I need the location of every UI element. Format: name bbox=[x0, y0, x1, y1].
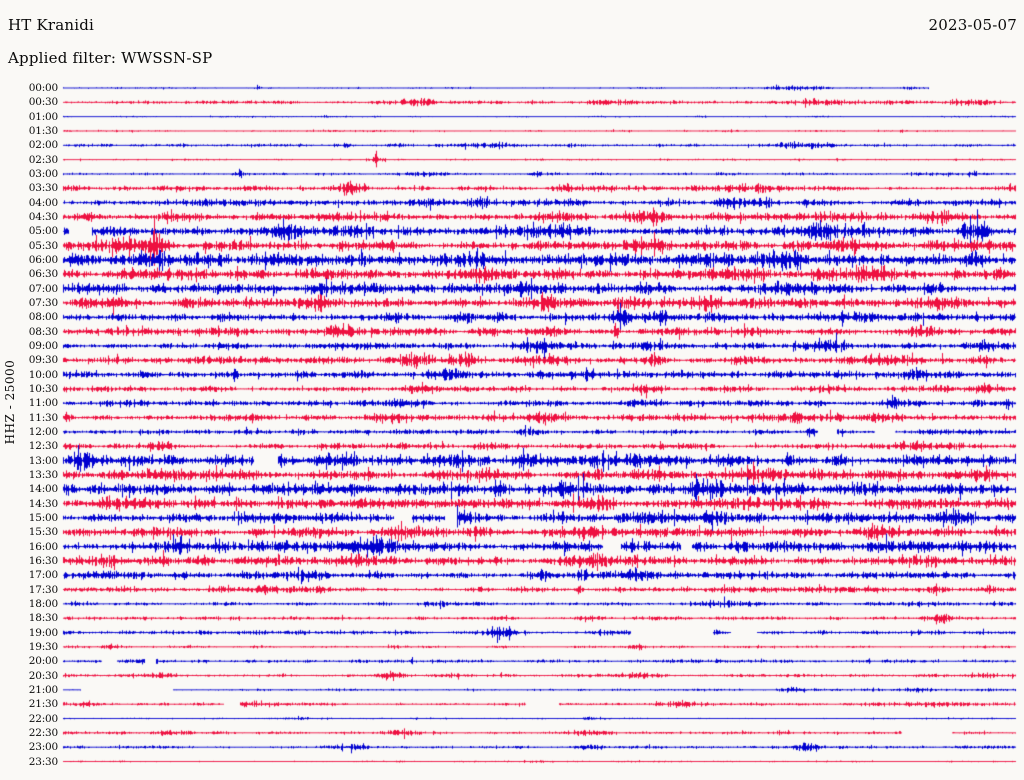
time-label: 21:00 bbox=[28, 683, 58, 696]
time-label: 12:00 bbox=[28, 425, 58, 438]
time-label: 14:00 bbox=[28, 483, 58, 496]
time-label: 06:00 bbox=[28, 253, 58, 266]
time-label: 15:00 bbox=[28, 511, 58, 524]
time-label: 08:00 bbox=[28, 311, 58, 324]
time-label: 01:00 bbox=[28, 110, 58, 123]
time-label: 20:30 bbox=[28, 669, 58, 682]
time-label: 10:30 bbox=[28, 382, 58, 395]
time-label: 10:00 bbox=[28, 368, 58, 381]
time-label: 07:30 bbox=[28, 296, 58, 309]
time-label: 20:00 bbox=[28, 655, 58, 668]
time-label: 13:30 bbox=[28, 468, 58, 481]
time-label: 08:30 bbox=[28, 325, 58, 338]
time-label: 05:30 bbox=[28, 239, 58, 252]
applied-filter-label: Applied filter: WWSSN-SP bbox=[8, 49, 213, 67]
time-label: 13:00 bbox=[28, 454, 58, 467]
station-title: HT Kranidi bbox=[8, 16, 95, 34]
time-label: 19:30 bbox=[28, 640, 58, 653]
time-label: 18:30 bbox=[28, 612, 58, 625]
time-label: 15:30 bbox=[28, 526, 58, 539]
time-label: 00:30 bbox=[28, 96, 58, 109]
time-label: 03:00 bbox=[28, 167, 58, 180]
time-label: 16:30 bbox=[28, 554, 58, 567]
time-label: 21:30 bbox=[28, 698, 58, 711]
time-label: 09:30 bbox=[28, 354, 58, 367]
time-axis-labels: 00:00 00:30 01:00 01:30 02:00 02:30 03:00 03:30… bbox=[0, 0, 60, 780]
time-label: 06:30 bbox=[28, 268, 58, 281]
time-label: 05:00 bbox=[28, 225, 58, 238]
time-label: 22:30 bbox=[28, 726, 58, 739]
time-label: 04:30 bbox=[28, 210, 58, 223]
time-label: 03:30 bbox=[28, 182, 58, 195]
time-label: 00:00 bbox=[28, 82, 58, 94]
time-label: 11:00 bbox=[28, 397, 58, 410]
time-label: 11:30 bbox=[28, 411, 58, 424]
time-label: 16:00 bbox=[28, 540, 58, 553]
time-label: 18:00 bbox=[28, 597, 58, 610]
time-label: 17:30 bbox=[28, 583, 58, 596]
time-label: 09:00 bbox=[28, 339, 58, 352]
time-label: 07:00 bbox=[28, 282, 58, 295]
time-label: 12:30 bbox=[28, 440, 58, 453]
time-label: 02:00 bbox=[28, 139, 58, 152]
time-label: 22:00 bbox=[28, 712, 58, 725]
plot-date: 2023-05-07 bbox=[928, 16, 1017, 34]
time-label: 01:30 bbox=[28, 124, 58, 137]
time-label: 17:00 bbox=[28, 569, 58, 582]
time-label: 14:30 bbox=[28, 497, 58, 510]
time-label: 23:30 bbox=[28, 755, 58, 768]
time-label: 02:30 bbox=[28, 153, 58, 166]
time-label: 04:00 bbox=[28, 196, 58, 209]
time-label: 19:00 bbox=[28, 626, 58, 639]
time-label: 23:00 bbox=[28, 741, 58, 754]
